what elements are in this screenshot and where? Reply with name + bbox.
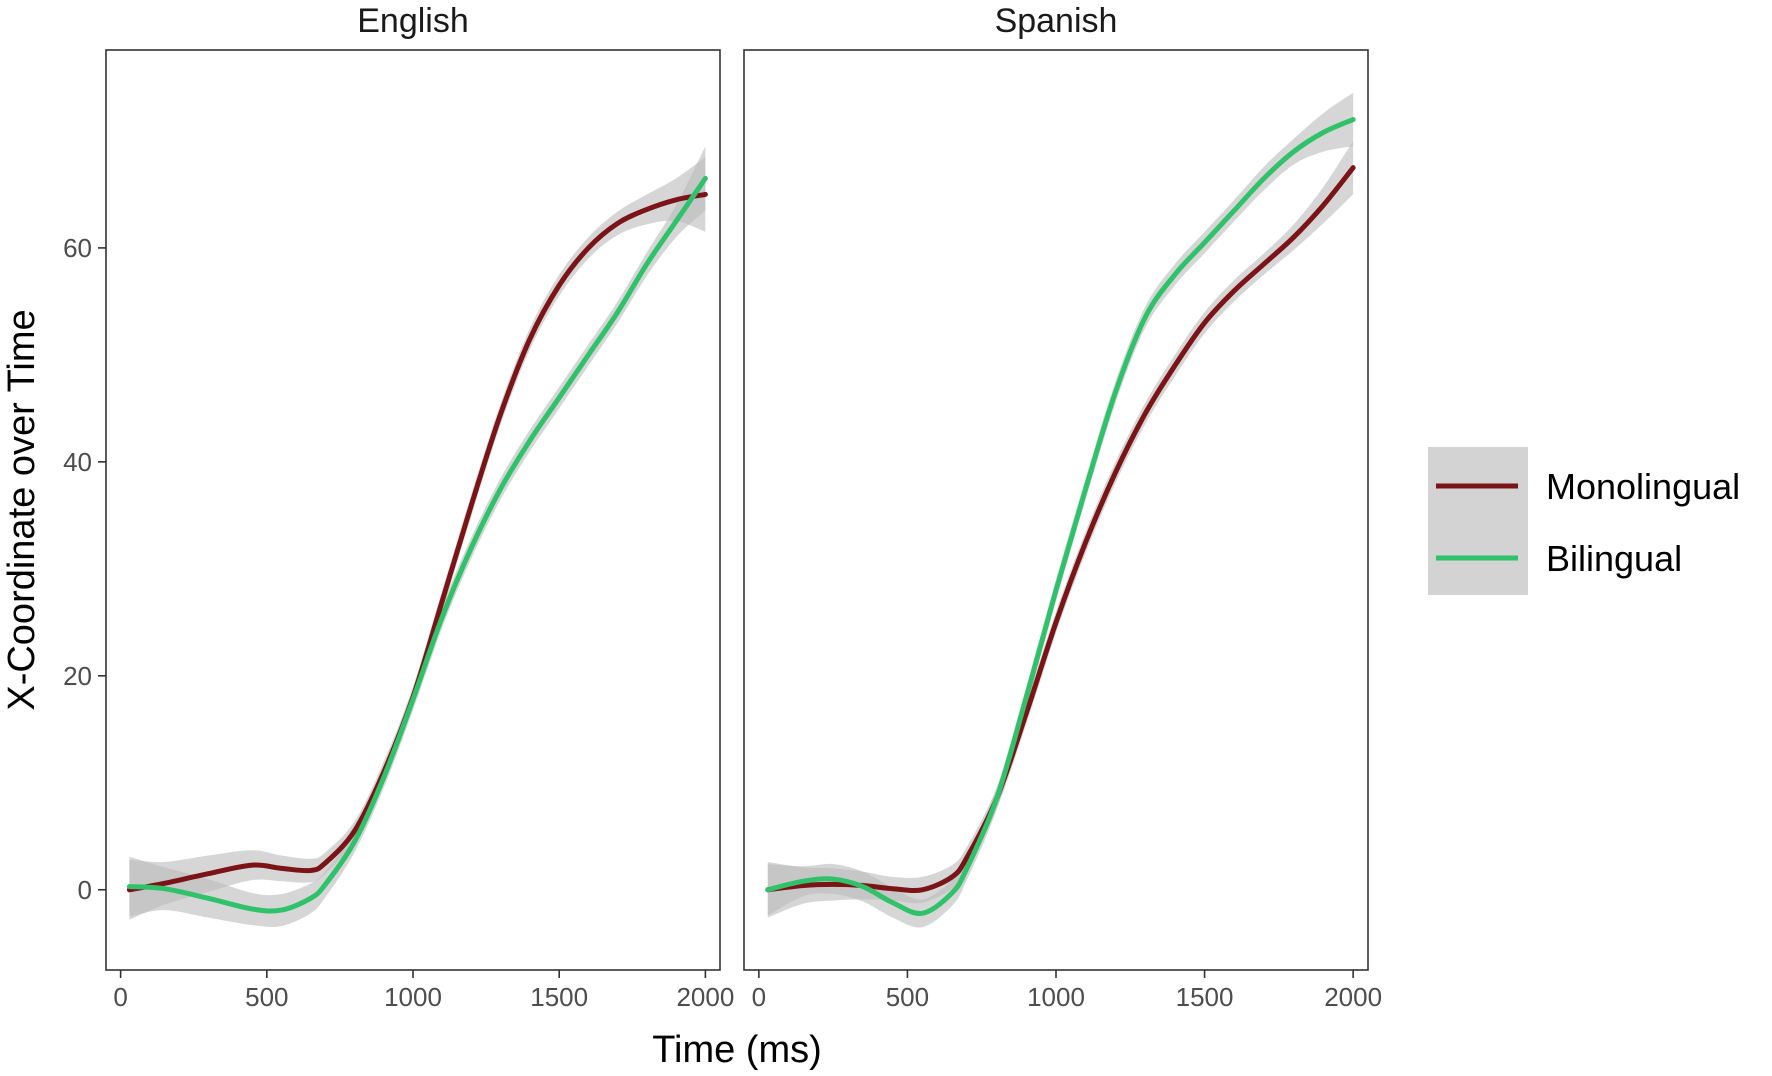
x-tick-label-english: 0 <box>113 982 127 1012</box>
y-tick-label: 60 <box>63 233 92 263</box>
plot-area-english <box>126 146 708 928</box>
x-tick-label-spanish: 500 <box>886 982 929 1012</box>
legend-label-bilingual: Bilingual <box>1546 538 1682 579</box>
x-axis-title: Time (ms) <box>652 1029 822 1071</box>
series-line-monolingual-spanish <box>765 165 1356 894</box>
x-tick-label-english: 500 <box>245 982 288 1012</box>
panel-title-english: English <box>357 2 469 40</box>
panel-spanish: Spanish 0 500 1000 1500 2000 <box>743 2 1382 1012</box>
y-tick-label: 40 <box>63 447 92 477</box>
x-tick-label-spanish: 0 <box>752 982 766 1012</box>
x-tick-label-english: 2000 <box>676 982 734 1012</box>
y-tick-label: 0 <box>78 875 92 905</box>
legend: Monolingual Bilingual <box>1428 447 1740 595</box>
x-tick-label-spanish: 2000 <box>1324 982 1382 1012</box>
legend-key-background <box>1428 447 1528 595</box>
y-tick-label: 20 <box>63 661 92 691</box>
panel-frame-spanish <box>743 49 1369 971</box>
series-line-bilingual-english <box>126 175 708 914</box>
series-line-bilingual-spanish <box>765 117 1356 916</box>
x-tick-label-english: 1000 <box>384 982 442 1012</box>
panel-frame-english <box>105 49 721 971</box>
plot-area-spanish <box>765 92 1356 928</box>
panel-title-spanish: Spanish <box>995 2 1118 40</box>
y-axis-title: X-Coordinate over Time <box>1 309 43 710</box>
x-tick-label-spanish: 1000 <box>1027 982 1085 1012</box>
legend-label-monolingual: Monolingual <box>1546 466 1740 507</box>
x-tick-label-spanish: 1500 <box>1176 982 1234 1012</box>
series-line-monolingual-english <box>126 191 708 893</box>
panel-english: English 0 500 1000 1500 2000 0 20 40 60 <box>63 2 734 1012</box>
x-tick-label-english: 1500 <box>530 982 588 1012</box>
